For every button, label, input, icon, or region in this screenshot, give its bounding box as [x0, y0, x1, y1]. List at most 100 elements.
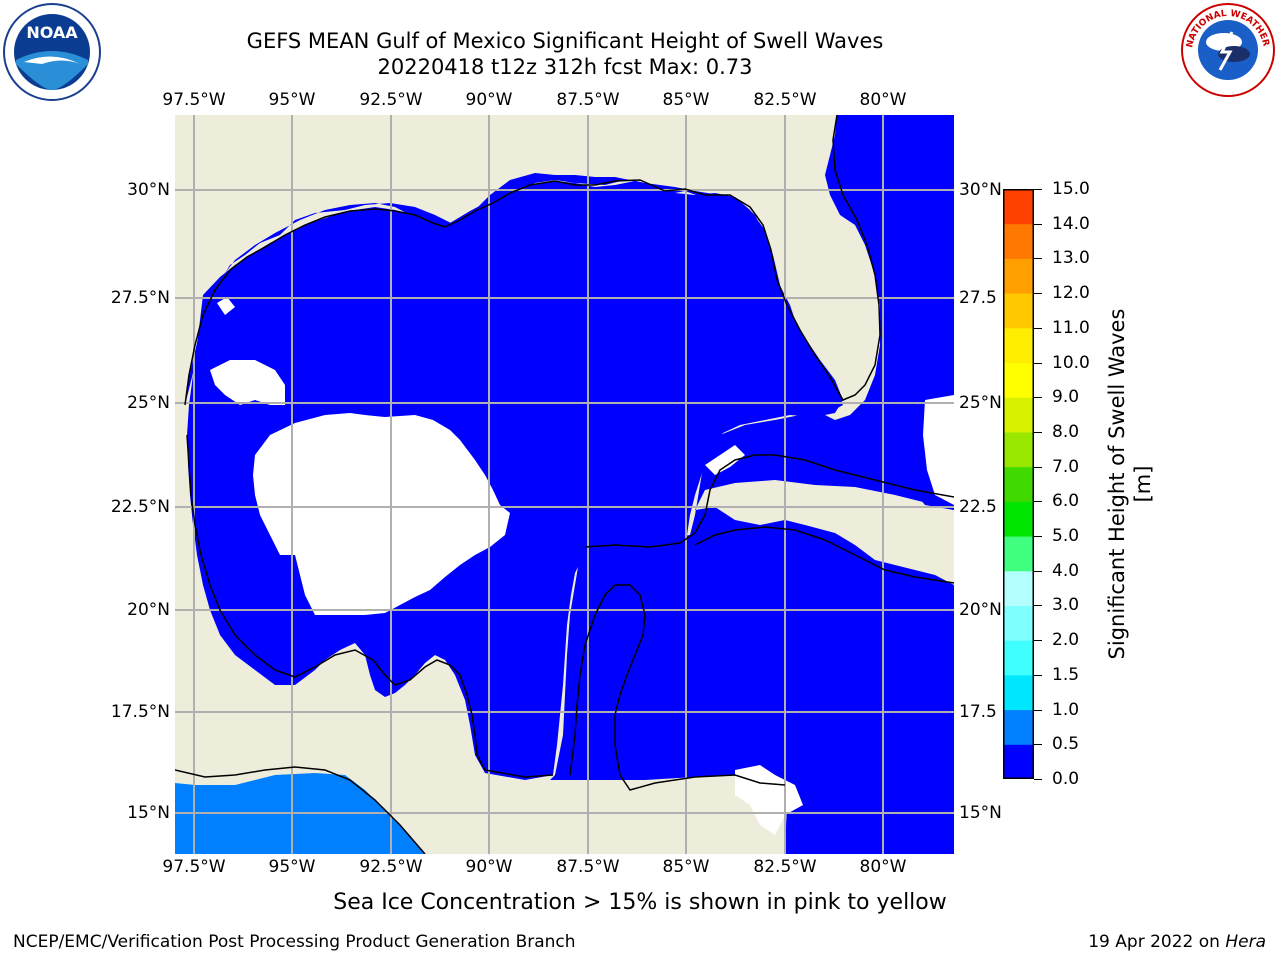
colorbar-segment	[1003, 293, 1034, 329]
lon-label-bottom: 90°W	[465, 857, 513, 877]
lon-label-bottom: 87.5°W	[556, 857, 620, 877]
svg-text:NOAA: NOAA	[26, 23, 78, 42]
colorbar-segment	[1003, 709, 1034, 745]
colorbar-tick-label: 1.0	[1052, 699, 1080, 720]
national-weather-service-logo: NATIONAL WEATHER SERVICE	[1177, 0, 1276, 98]
sea-ice-note: Sea Ice Concentration > 15% is shown in …	[333, 890, 947, 915]
colorbar-tick-label: 0.0	[1052, 769, 1080, 789]
map-plot	[175, 115, 954, 854]
colorbar-tick-label: 8.0	[1052, 421, 1080, 442]
colorbar-tick-label: 2.0	[1052, 630, 1080, 651]
lon-label-bottom: 92.5°W	[359, 857, 423, 877]
colorbar-segment	[1003, 189, 1034, 225]
colorbar-tick-mark	[1034, 397, 1042, 399]
colorbar-tick-label: 13.0	[1052, 248, 1090, 269]
colorbar-tick-mark	[1034, 362, 1042, 364]
lat-label-right: 17.5	[959, 702, 997, 722]
lat-label-left: 25°N	[127, 393, 170, 413]
colorbar-tick-mark	[1034, 709, 1042, 711]
colorbar-tick-mark	[1034, 327, 1042, 329]
lat-label-right: 25°N	[959, 393, 1002, 413]
colorbar-tick-mark	[1034, 536, 1042, 538]
caribbean-sea	[570, 535, 954, 854]
colorbar-segment	[1003, 431, 1034, 468]
lon-label-top: 95°W	[268, 90, 316, 110]
colorbar-tick-mark	[1034, 189, 1042, 190]
colorbar-tick-label: 7.0	[1052, 456, 1080, 477]
lat-label-right: 30°N	[959, 180, 1002, 200]
colorbar-tick-label: 3.0	[1052, 595, 1080, 616]
colorbar-segment	[1003, 397, 1034, 433]
colorbar-tick-label: 15.0	[1052, 179, 1090, 199]
lat-label-left: 20°N	[127, 600, 170, 620]
colorbar-segment	[1003, 674, 1034, 711]
lon-label-top: 97.5°W	[162, 90, 226, 110]
graticule	[175, 115, 954, 854]
lon-label-top: 87.5°W	[556, 90, 620, 110]
colorbar-tick-mark	[1034, 431, 1042, 433]
colorbar-tick-label: 12.0	[1052, 283, 1090, 304]
colorbar-segment	[1003, 640, 1034, 676]
colorbar-tick-label: 4.0	[1052, 560, 1080, 581]
lon-label-bottom: 95°W	[268, 857, 316, 877]
colorbar-segment	[1003, 744, 1034, 779]
colorbar-tick-mark	[1034, 779, 1042, 780]
colorbar-tick-mark	[1034, 466, 1042, 468]
colorbar-tick-label: 10.0	[1052, 352, 1090, 373]
lat-label-right: 20°N	[959, 600, 1002, 620]
footer-branch: NCEP/EMC/Verification Post Processing Pr…	[13, 932, 576, 952]
lat-label-right: 22.5	[959, 497, 997, 517]
lon-label-top: 82.5°W	[753, 90, 817, 110]
colorbar-segment	[1003, 223, 1034, 259]
colorbar-tick-mark	[1034, 570, 1042, 572]
colorbar	[1003, 189, 1034, 779]
footer-date: 19 Apr 2022 on Hera	[1088, 932, 1266, 952]
colorbar-tick-label: 1.5	[1052, 664, 1080, 685]
gulf-basin	[187, 181, 843, 780]
colorbar-segment	[1003, 327, 1034, 364]
colorbar-label: Significant Height of Swell Waves [m]	[1105, 308, 1155, 660]
nodata-central-gulf	[253, 413, 510, 615]
colorbar-tick-label: 5.0	[1052, 526, 1080, 547]
footer-date-text: 19 Apr 2022 on	[1088, 932, 1226, 952]
nodata-yucatan-islands	[705, 445, 745, 475]
colorbar-tick-mark	[1034, 744, 1042, 746]
chart-subtitle: 20220418 t12z 312h fcst Max: 0.73	[377, 55, 753, 79]
noaa-logo: NOAA	[2, 2, 102, 102]
lon-label-bottom: 80°W	[859, 857, 907, 877]
colorbar-segment	[1003, 501, 1034, 537]
colorbar-segment	[1003, 605, 1034, 641]
lon-label-bottom: 97.5°W	[162, 857, 226, 877]
colorbar-segment	[1003, 570, 1034, 606]
lon-label-bottom: 82.5°W	[753, 857, 817, 877]
colorbar-segment	[1003, 258, 1034, 294]
lat-label-right: 15°N	[959, 803, 1002, 823]
colorbar-tick-label: 11.0	[1052, 317, 1090, 338]
colorbar-segment	[1003, 362, 1034, 398]
lon-label-top: 80°W	[859, 90, 907, 110]
coastlines	[175, 115, 954, 854]
lon-label-top: 85°W	[662, 90, 710, 110]
colorbar-tick-label: 6.0	[1052, 491, 1080, 512]
lat-label-left: 30°N	[127, 180, 170, 200]
lon-label-bottom: 85°W	[662, 857, 710, 877]
colorbar-segment	[1003, 536, 1034, 572]
colorbar-tick-mark	[1034, 293, 1042, 295]
lat-label-left: 15°N	[127, 803, 170, 823]
lon-label-top: 92.5°W	[359, 90, 423, 110]
nodata-north-small	[217, 297, 235, 315]
colorbar-tick-label: 14.0	[1052, 213, 1090, 234]
lat-label-right: 27.5	[959, 288, 997, 308]
colorbar-tick-mark	[1034, 605, 1042, 607]
footer-host: Hera	[1225, 932, 1266, 952]
colorbar-tick-mark	[1034, 258, 1042, 260]
lat-label-left: 22.5°N	[110, 497, 170, 517]
lat-label-left: 17.5°N	[110, 702, 170, 722]
colorbar-frame	[1003, 189, 1034, 779]
colorbar-tick-mark	[1034, 674, 1042, 676]
colorbar-segment	[1003, 466, 1034, 502]
colorbar-tick-mark	[1034, 223, 1042, 225]
lon-label-top: 90°W	[465, 90, 513, 110]
lat-label-left: 27.5°N	[110, 288, 170, 308]
colorbar-tick-mark	[1034, 640, 1042, 642]
